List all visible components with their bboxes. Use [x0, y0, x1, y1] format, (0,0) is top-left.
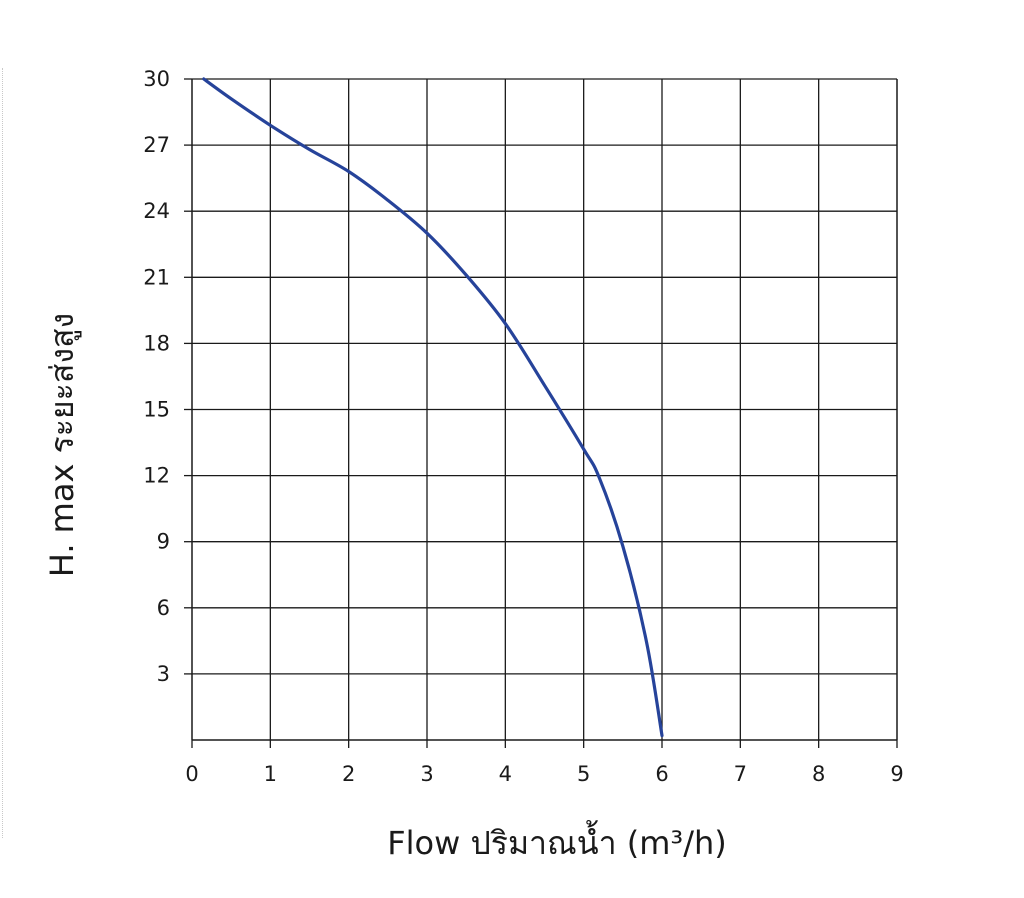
y-tick-label: 18 [143, 331, 170, 355]
x-tick-label: 7 [734, 762, 747, 786]
x-tick-labels: 0 1 2 3 4 5 6 7 8 9 [185, 762, 903, 786]
x-axis-title: Flow ปริมาณน้ำ (m³/h) [387, 820, 727, 862]
y-tick-label: 15 [143, 398, 170, 422]
x-tick-label: 2 [342, 762, 355, 786]
y-tick-label: 3 [157, 662, 170, 686]
x-tick-label: 4 [499, 762, 512, 786]
x-tick-label: 0 [185, 762, 198, 786]
y-tick-label: 24 [143, 199, 170, 223]
scan-edge-mark [2, 68, 3, 838]
y-tick-label: 27 [143, 133, 170, 157]
y-tick-labels: 3 6 9 12 15 18 21 24 27 30 [143, 67, 170, 686]
x-tick-label: 3 [420, 762, 433, 786]
y-tick-label: 9 [157, 530, 170, 554]
y-tick-label: 6 [157, 596, 170, 620]
y-tick-label: 30 [143, 67, 170, 91]
x-tick-label: 1 [264, 762, 277, 786]
y-axis-title: H. max ระยะส่งสูง [43, 313, 82, 577]
x-tick-label: 6 [655, 762, 668, 786]
y-tick-label: 21 [143, 265, 170, 289]
y-tick-label: 12 [143, 464, 170, 488]
x-tick-label: 8 [812, 762, 825, 786]
series-line [202, 77, 664, 738]
x-tick-label: 9 [890, 762, 903, 786]
grid-lines [184, 78, 898, 748]
x-tick-label: 5 [577, 762, 590, 786]
plot-frame [191, 78, 898, 741]
series-group [202, 77, 664, 738]
